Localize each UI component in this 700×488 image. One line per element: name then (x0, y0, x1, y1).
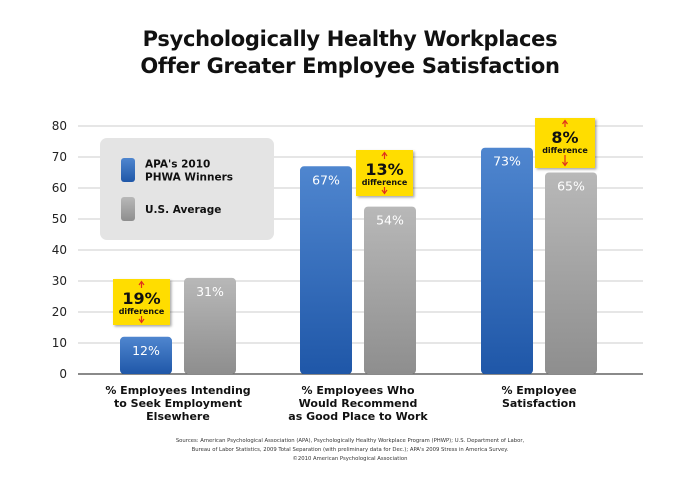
y-tick-label: 80 (52, 119, 67, 133)
bar-data-label: 54% (376, 213, 404, 228)
difference-callout: 8%difference (535, 118, 595, 168)
bar (184, 277, 236, 374)
y-tick-label: 70 (52, 150, 67, 164)
category-label: as Good Place to Work (288, 410, 428, 423)
callout-text: difference (362, 178, 408, 187)
difference-callout: 13%difference (356, 150, 413, 196)
category-label: Satisfaction (502, 397, 576, 410)
bar-data-label: 67% (312, 172, 340, 187)
y-tick-label: 30 (52, 274, 67, 288)
legend-swatch (121, 197, 135, 221)
legend-label: APA's 2010 (145, 159, 210, 171)
up-arrow-head-icon (562, 119, 568, 125)
y-tick-label: 10 (52, 336, 67, 350)
category-label: % Employees Intending (105, 384, 250, 397)
bar (364, 206, 416, 374)
callout-text: difference (119, 307, 165, 316)
legend-label: PHWA Winners (145, 172, 233, 184)
legend-swatch (121, 158, 135, 182)
chart-title-line-1: Psychologically Healthy Workplaces (142, 27, 558, 51)
copyright-line: ©2010 American Psychological Association (292, 456, 408, 462)
sources-line-2: Bureau of Labor Statistics, 2009 Total S… (191, 447, 509, 453)
callout-value: 13% (365, 160, 403, 179)
category-label: % Employees Who (301, 384, 414, 397)
category-label: % Employee (501, 384, 576, 397)
bar-data-label: 73% (493, 154, 521, 169)
down-arrow-head-icon (381, 189, 388, 195)
up-arrow-head-icon (381, 151, 388, 157)
category-label: to Seek Employment (114, 397, 242, 410)
bar (481, 147, 533, 374)
bar-data-label: 12% (132, 343, 160, 358)
bar-data-label: 31% (196, 284, 224, 299)
difference-callout: 19%difference (113, 279, 170, 325)
sources-note: Sources: American Psychological Associat… (100, 437, 600, 464)
callout-value: 8% (551, 128, 578, 147)
y-axis: 0 10 20 30 40 50 60 70 80 (52, 119, 643, 381)
bar (300, 166, 352, 374)
y-tick-label: 0 (59, 367, 67, 381)
bars: 12% 67% 73% 31% 54% 65% (120, 147, 597, 374)
bar-data-label: 65% (557, 179, 585, 194)
legend-box (100, 138, 274, 240)
sources-line-1: Sources: American Psychological Associat… (175, 438, 525, 444)
callout-value: 19% (122, 289, 160, 308)
down-arrow-head-icon (138, 318, 145, 324)
bar (120, 336, 172, 374)
callout-text: difference (542, 146, 588, 155)
chart-title: Psychologically Healthy Workplaces Offer… (0, 26, 700, 80)
category-label: Elsewhere (146, 410, 210, 423)
down-arrow-head-icon (562, 161, 568, 167)
y-tick-label: 60 (52, 181, 67, 195)
up-arrow-head-icon (138, 280, 145, 286)
y-tick-label: 50 (52, 212, 67, 226)
y-tick-label: 20 (52, 305, 67, 319)
legend-label: U.S. Average (145, 204, 221, 216)
y-tick-label: 40 (52, 243, 67, 257)
category-label: Would Recommend (299, 397, 418, 410)
chart-title-line-2: Offer Greater Employee Satisfaction (140, 54, 560, 78)
bar (545, 172, 597, 374)
